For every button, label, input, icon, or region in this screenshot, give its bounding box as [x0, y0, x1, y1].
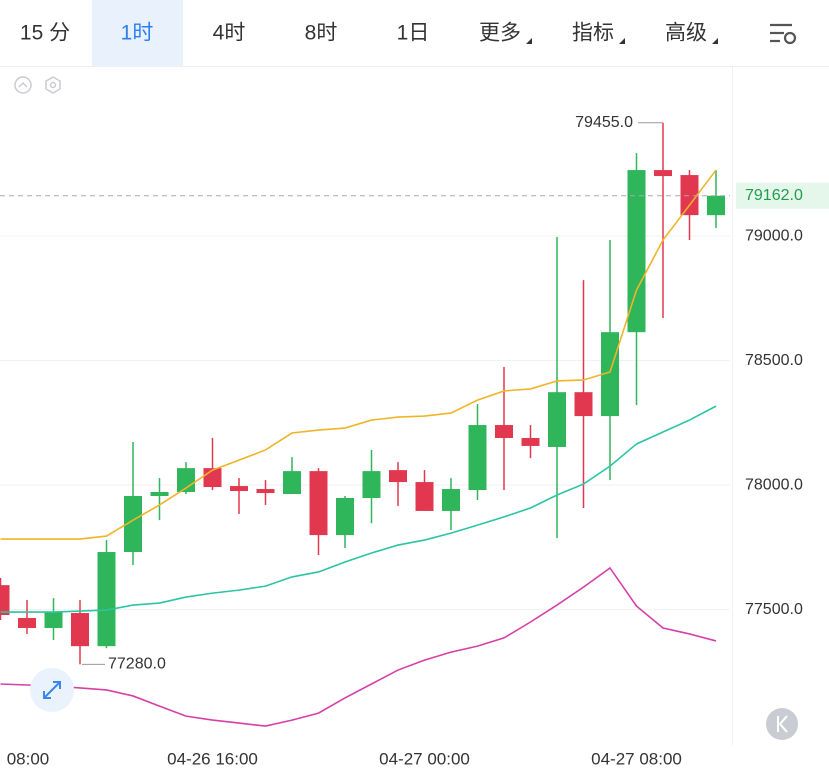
low-label: 77280.0 [108, 656, 166, 673]
candle-body [389, 470, 407, 483]
candle-body [521, 437, 540, 446]
high-label: 79455.0 [575, 114, 633, 131]
x-tick-label: 04-27 08:00 [591, 749, 682, 768]
candle-body [150, 492, 169, 497]
candle-body [468, 425, 487, 491]
candle-body [627, 170, 646, 333]
x-tick-label: 04-26 16:00 [167, 749, 258, 768]
dropdown-arrow [712, 38, 718, 44]
y-tick-label: 78500.0 [745, 352, 803, 369]
y-tick-label: 77500.0 [745, 601, 803, 618]
tab[interactable]: 更多 [479, 22, 521, 45]
axes: 77500.0 78000.0 78500.0 79000.0 08:00 04-26 1… [7, 182, 829, 768]
candle-body [336, 498, 354, 536]
candle-body [177, 468, 195, 493]
last-price-box [736, 182, 829, 209]
candle-body [0, 585, 10, 616]
dropdown-arrow [526, 38, 532, 44]
tab[interactable]: 1时 [121, 22, 154, 45]
tab[interactable]: 15 分 [20, 22, 70, 45]
tab[interactable]: 8时 [305, 22, 338, 45]
candle-body [548, 392, 566, 447]
y-tick-label: 78000.0 [745, 476, 803, 493]
dropdown-arrow [619, 38, 625, 44]
last-price-label: 79162.0 [745, 187, 803, 204]
candle-body [680, 175, 699, 216]
ma-line [0, 405, 717, 613]
tab[interactable]: 高级 [665, 22, 707, 45]
tab-bar: 15 分 1时 4时 8时 1日 更多 指标 高级 [20, 0, 718, 66]
candle-body [18, 618, 36, 628]
tab[interactable]: 1日 [397, 22, 430, 45]
candle-body [230, 486, 248, 492]
settings-icon[interactable] [770, 23, 797, 45]
candle-body [97, 552, 116, 647]
expand-button[interactable] [30, 668, 74, 712]
candle-body [415, 482, 434, 511]
candle-body [601, 332, 619, 417]
candle-body [442, 489, 460, 511]
candle-body [654, 170, 672, 177]
candle-body [283, 471, 301, 495]
candle-body [124, 496, 142, 553]
candle-body [707, 195, 725, 216]
x-tick-label: 08:00 [7, 749, 50, 768]
tab[interactable]: 指标 [572, 22, 614, 45]
scroll-latest-button[interactable] [766, 708, 798, 740]
plot-area: 79455.0 77280.0 [0, 114, 730, 727]
candle-body [44, 612, 63, 628]
tab[interactable]: 4时 [213, 22, 246, 45]
candle-body [362, 471, 381, 499]
y-tick-label: 79000.0 [745, 227, 803, 244]
tab-active-bg [92, 0, 183, 66]
candle-body [309, 471, 328, 536]
candle-body [574, 392, 593, 417]
x-tick-label: 04-27 00:00 [379, 749, 470, 768]
candle-body [495, 425, 513, 438]
candle-body [256, 489, 275, 494]
ma-line [0, 169, 717, 540]
ma-line [0, 566, 717, 727]
candle-body [71, 613, 89, 647]
chart-tools[interactable] [14, 76, 61, 94]
